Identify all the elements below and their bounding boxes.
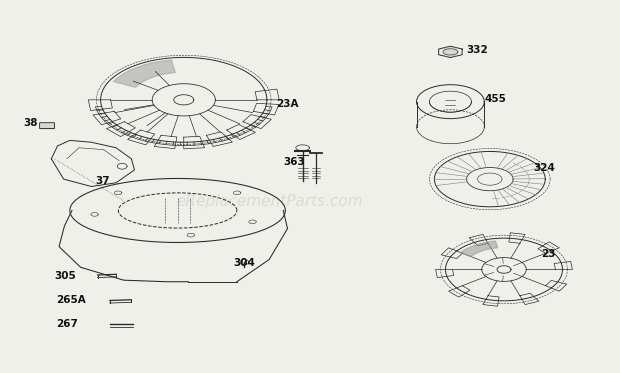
Polygon shape [461, 241, 498, 257]
Text: 38: 38 [24, 118, 38, 128]
Text: 455: 455 [485, 94, 507, 104]
Text: 305: 305 [55, 272, 76, 282]
Text: 324: 324 [534, 163, 556, 173]
Text: 363: 363 [283, 157, 304, 167]
Text: 332: 332 [466, 45, 488, 55]
Text: 37: 37 [95, 176, 110, 185]
Polygon shape [113, 60, 175, 87]
Text: 267: 267 [56, 319, 78, 329]
Text: 265A: 265A [56, 295, 86, 305]
Text: 23A: 23A [276, 99, 299, 109]
Text: eReplacementParts.com: eReplacementParts.com [177, 194, 363, 209]
Text: 304: 304 [233, 258, 255, 268]
Text: 23: 23 [541, 248, 556, 258]
